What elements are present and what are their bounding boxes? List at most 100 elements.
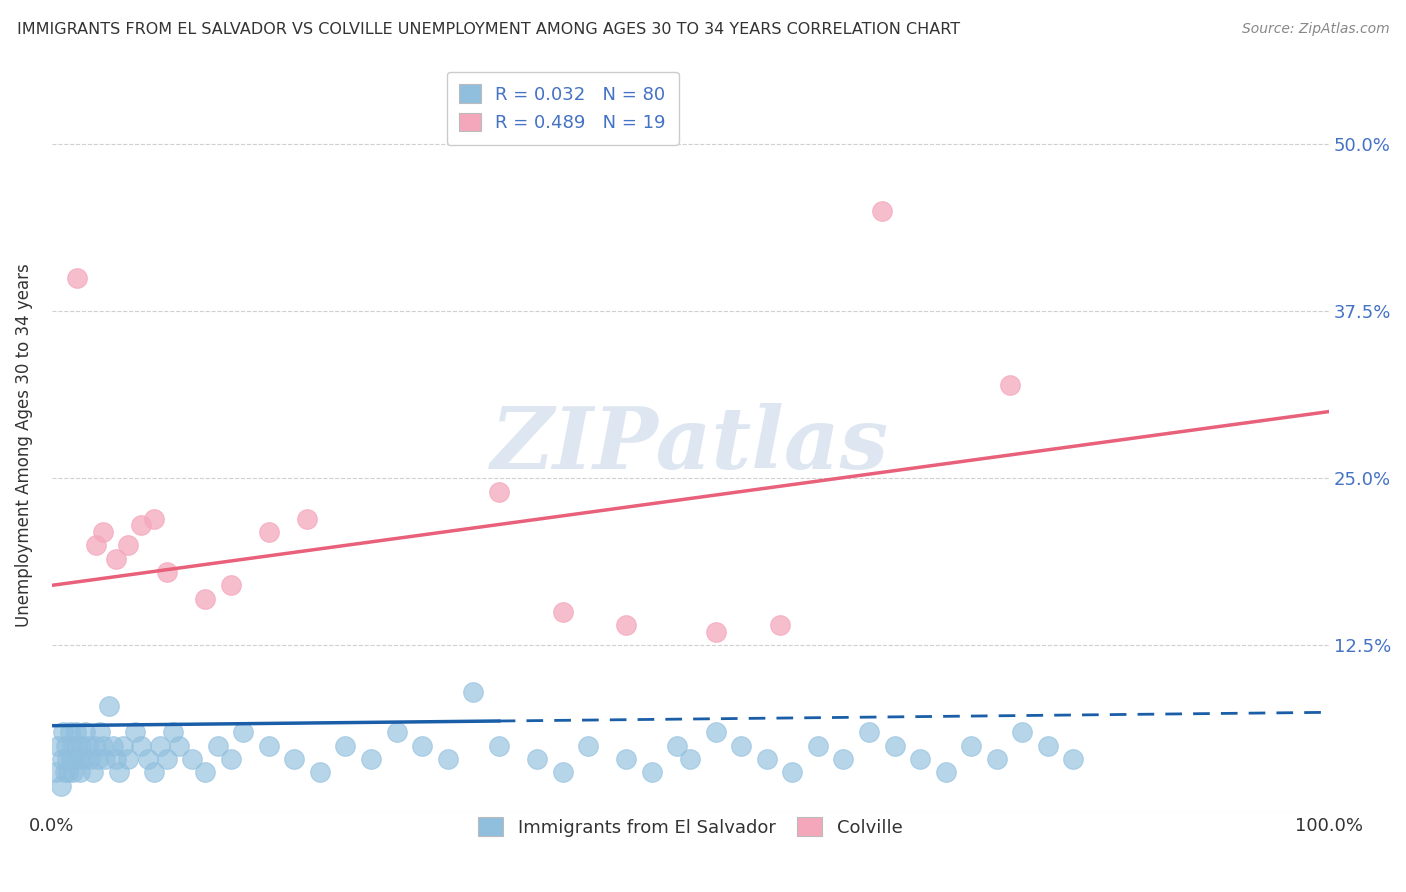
- Point: [551, 765, 574, 780]
- Point: [73, 752, 96, 766]
- Point: [87, 752, 110, 766]
- Point: [858, 725, 880, 739]
- Point: [960, 739, 983, 753]
- Point: [104, 752, 127, 766]
- Point: [66, 271, 89, 285]
- Point: [142, 511, 165, 525]
- Point: [704, 625, 727, 640]
- Point: [59, 725, 82, 739]
- Point: [46, 739, 69, 753]
- Point: [335, 739, 357, 753]
- Point: [117, 752, 139, 766]
- Point: [411, 739, 433, 753]
- Point: [156, 565, 179, 579]
- Text: ZIPatlas: ZIPatlas: [491, 403, 890, 487]
- Y-axis label: Unemployment Among Ages 30 to 34 years: Unemployment Among Ages 30 to 34 years: [15, 263, 32, 627]
- Point: [526, 752, 548, 766]
- Point: [89, 725, 111, 739]
- Point: [104, 551, 127, 566]
- Point: [91, 524, 114, 539]
- Point: [883, 739, 905, 753]
- Point: [488, 739, 510, 753]
- Text: IMMIGRANTS FROM EL SALVADOR VS COLVILLE UNEMPLOYMENT AMONG AGES 30 TO 34 YEARS C: IMMIGRANTS FROM EL SALVADOR VS COLVILLE …: [17, 22, 960, 37]
- Point: [136, 752, 159, 766]
- Point: [232, 725, 254, 739]
- Point: [219, 752, 242, 766]
- Point: [576, 739, 599, 753]
- Point: [257, 739, 280, 753]
- Text: Source: ZipAtlas.com: Source: ZipAtlas.com: [1241, 22, 1389, 37]
- Point: [58, 765, 80, 780]
- Point: [67, 752, 90, 766]
- Point: [807, 739, 830, 753]
- Point: [755, 752, 778, 766]
- Point: [124, 725, 146, 739]
- Point: [908, 752, 931, 766]
- Point: [129, 518, 152, 533]
- Point: [79, 752, 101, 766]
- Point: [207, 739, 229, 753]
- Point: [295, 511, 318, 525]
- Point: [463, 685, 485, 699]
- Point: [986, 752, 1008, 766]
- Point: [194, 765, 217, 780]
- Point: [998, 377, 1021, 392]
- Point: [53, 765, 76, 780]
- Point: [66, 739, 89, 753]
- Point: [59, 752, 82, 766]
- Point: [616, 752, 638, 766]
- Point: [149, 739, 172, 753]
- Point: [551, 605, 574, 619]
- Legend: Immigrants from El Salvador, Colville: Immigrants from El Salvador, Colville: [471, 810, 910, 844]
- Point: [108, 765, 131, 780]
- Point: [82, 765, 104, 780]
- Point: [488, 484, 510, 499]
- Point: [69, 765, 91, 780]
- Point: [86, 538, 108, 552]
- Point: [641, 765, 664, 780]
- Point: [129, 739, 152, 753]
- Point: [52, 725, 75, 739]
- Point: [98, 698, 121, 713]
- Point: [730, 739, 752, 753]
- Point: [60, 739, 83, 753]
- Point: [782, 765, 804, 780]
- Point: [56, 752, 79, 766]
- Point: [94, 752, 117, 766]
- Point: [309, 765, 332, 780]
- Point: [360, 752, 382, 766]
- Point: [1036, 739, 1059, 753]
- Point: [101, 739, 124, 753]
- Point: [194, 591, 217, 606]
- Point: [76, 739, 98, 753]
- Point: [1062, 752, 1084, 766]
- Point: [704, 725, 727, 739]
- Point: [679, 752, 702, 766]
- Point: [169, 739, 191, 753]
- Point: [65, 725, 87, 739]
- Point: [181, 752, 204, 766]
- Point: [84, 739, 107, 753]
- Point: [55, 739, 77, 753]
- Point: [63, 752, 86, 766]
- Point: [162, 725, 184, 739]
- Point: [142, 765, 165, 780]
- Point: [616, 618, 638, 632]
- Point: [935, 765, 957, 780]
- Point: [51, 752, 73, 766]
- Point: [769, 618, 792, 632]
- Point: [91, 739, 114, 753]
- Point: [832, 752, 855, 766]
- Point: [112, 739, 135, 753]
- Point: [283, 752, 305, 766]
- Point: [70, 739, 93, 753]
- Point: [870, 204, 893, 219]
- Point: [385, 725, 408, 739]
- Point: [49, 779, 72, 793]
- Point: [73, 725, 96, 739]
- Point: [1011, 725, 1033, 739]
- Point: [117, 538, 139, 552]
- Point: [666, 739, 689, 753]
- Point: [45, 765, 67, 780]
- Point: [436, 752, 458, 766]
